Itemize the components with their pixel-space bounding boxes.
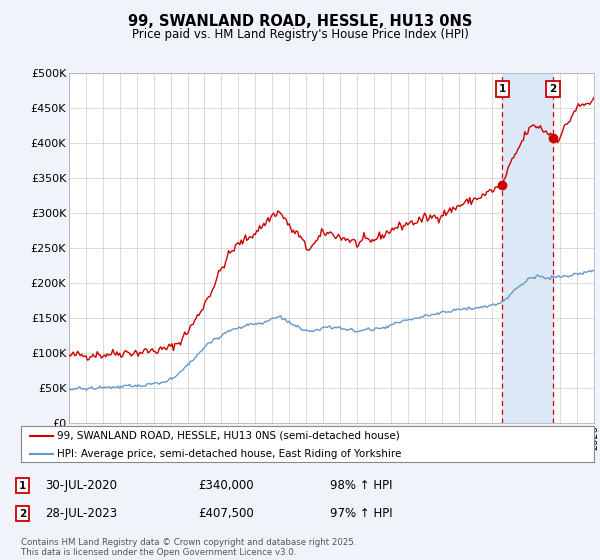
Text: 30-JUL-2020: 30-JUL-2020 xyxy=(45,479,117,492)
Text: 99, SWANLAND ROAD, HESSLE, HU13 0NS (semi-detached house): 99, SWANLAND ROAD, HESSLE, HU13 0NS (sem… xyxy=(56,431,399,441)
Text: 1: 1 xyxy=(19,480,26,491)
Text: £340,000: £340,000 xyxy=(198,479,254,492)
Text: Contains HM Land Registry data © Crown copyright and database right 2025.
This d: Contains HM Land Registry data © Crown c… xyxy=(21,538,356,557)
Text: Price paid vs. HM Land Registry's House Price Index (HPI): Price paid vs. HM Land Registry's House … xyxy=(131,28,469,41)
Bar xyxy=(502,73,553,423)
Text: 28-JUL-2023: 28-JUL-2023 xyxy=(45,507,117,520)
Text: 99, SWANLAND ROAD, HESSLE, HU13 0NS: 99, SWANLAND ROAD, HESSLE, HU13 0NS xyxy=(128,14,472,29)
Text: 2: 2 xyxy=(19,508,26,519)
Text: £407,500: £407,500 xyxy=(198,507,254,520)
Text: 97% ↑ HPI: 97% ↑ HPI xyxy=(330,507,392,520)
Text: 98% ↑ HPI: 98% ↑ HPI xyxy=(330,479,392,492)
Text: 2: 2 xyxy=(550,84,557,94)
Text: HPI: Average price, semi-detached house, East Riding of Yorkshire: HPI: Average price, semi-detached house,… xyxy=(56,449,401,459)
Text: 1: 1 xyxy=(499,84,506,94)
